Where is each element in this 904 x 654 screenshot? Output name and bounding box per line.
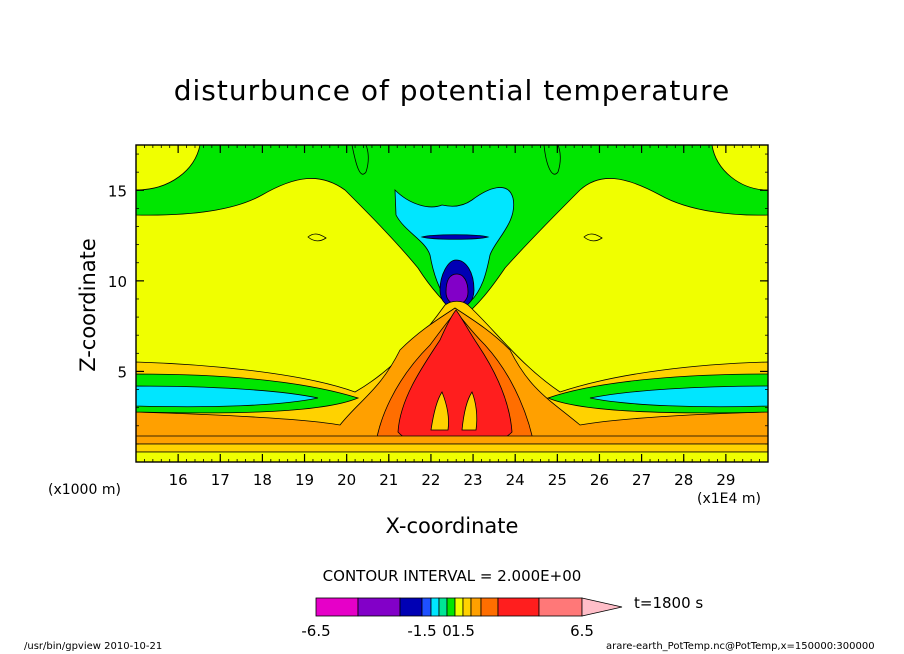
- contour-green-notch: [543, 145, 561, 175]
- x-tick-label: 22: [421, 471, 440, 489]
- x-axis-label: X-coordinate: [385, 514, 519, 538]
- x-tick-label: 16: [169, 471, 188, 489]
- plot-frame: [135, 144, 769, 463]
- contour-green-notch: [351, 145, 369, 175]
- x-unit-label-right: (x1E4 m): [697, 491, 761, 507]
- colorbar-tick-label: 6.5: [570, 622, 594, 640]
- chart-title: disturbunce of potential temperature: [173, 74, 731, 107]
- footer-right: arare-earth_PotTemp.nc@PotTemp,x=150000:…: [606, 641, 875, 652]
- colorbar-tick-label: 1.5: [451, 622, 475, 640]
- x-tick-label: 27: [632, 471, 651, 489]
- x-tick-label: 24: [506, 471, 525, 489]
- y-tick-label: 10: [108, 273, 127, 291]
- contour-yellow-island: [583, 233, 603, 242]
- contour-field: [136, 145, 768, 462]
- contour-yellow-surface: [136, 451, 768, 462]
- x-tick-label: 17: [211, 471, 230, 489]
- contour-orange-surface: [136, 435, 768, 445]
- x-tick-label: 19: [295, 471, 314, 489]
- x-tick-label: 21: [379, 471, 398, 489]
- colorbar-segment: [421, 597, 432, 617]
- x-unit-label-left: (x1000 m): [48, 482, 121, 498]
- contour-cyan-upper: [394, 187, 515, 306]
- y-axis-label: Z-coordinate: [76, 238, 100, 372]
- colorbar-segment: [497, 597, 540, 617]
- contour-yellow-island: [307, 233, 327, 242]
- x-tick-label: 18: [253, 471, 272, 489]
- x-tick-label: 25: [548, 471, 567, 489]
- colorbar-tick-label: -6.5: [301, 622, 331, 640]
- time-label: t=1800 s: [634, 594, 704, 612]
- x-tick-label: 29: [716, 471, 735, 489]
- contour-purple-core: [445, 273, 469, 305]
- colorbar-segment: [446, 597, 456, 617]
- x-tick-label: 26: [590, 471, 609, 489]
- colorbar-segment: [438, 597, 448, 617]
- footer-left: /usr/bin/gpview 2010-10-21: [24, 641, 163, 652]
- colorbar-tick-label: 0: [442, 622, 452, 640]
- colorbar-segment: [462, 597, 472, 617]
- y-tick-label: 5: [117, 363, 127, 381]
- y-tick-label: 15: [108, 182, 127, 200]
- colorbar-segment: [357, 597, 401, 617]
- colorbar-segment: [480, 597, 499, 617]
- colorbar-segment: [538, 597, 583, 617]
- colorbar-tick-label: -1.5: [407, 622, 437, 640]
- x-tick-label: 23: [464, 471, 483, 489]
- contour-blue-streak: [420, 234, 490, 240]
- colorbar-segment: [470, 597, 482, 617]
- contour-gold-inner: [461, 391, 478, 431]
- contour-interval-label: CONTOUR INTERVAL = 2.000E+00: [322, 567, 582, 585]
- x-tick-label: 28: [674, 471, 693, 489]
- contour-cyan-band-left: [136, 385, 319, 408]
- contour-gold-inner: [430, 391, 449, 431]
- colorbar-segment: [399, 597, 423, 617]
- colorbar-segment: [315, 597, 359, 617]
- contour-cyan-band-right: [589, 385, 768, 408]
- colorbar-arrow: [581, 597, 623, 617]
- colorbar-segment: [454, 597, 464, 617]
- x-tick-label: 20: [337, 471, 356, 489]
- colorbar-segment: [430, 597, 440, 617]
- contour-gold-surface: [136, 443, 768, 453]
